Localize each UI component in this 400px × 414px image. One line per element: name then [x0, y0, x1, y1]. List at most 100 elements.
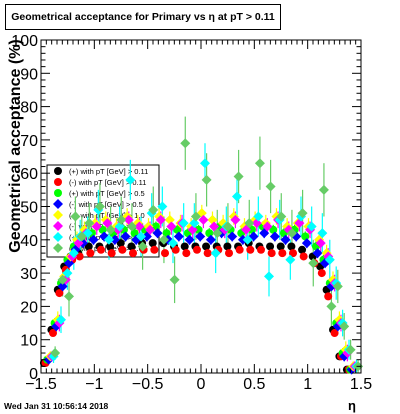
- data-point: [182, 249, 191, 258]
- data-point: [120, 231, 131, 242]
- data-markers: [39, 138, 364, 375]
- data-point: [205, 234, 216, 245]
- data-point: [330, 329, 339, 338]
- x-tick-label: 0.5: [243, 376, 265, 393]
- chart-title: Geometrical acceptance for Primary vs η …: [5, 4, 281, 30]
- data-point: [301, 232, 310, 241]
- x-tick-label: −1: [85, 376, 103, 393]
- data-point: [136, 231, 146, 242]
- data-point: [56, 314, 66, 325]
- legend-label: (-) with pT [GeV] > 2.0: [69, 244, 143, 253]
- y-tick-label: 30: [20, 266, 38, 283]
- data-point: [280, 234, 291, 245]
- data-point: [107, 249, 116, 258]
- data-point: [158, 234, 169, 245]
- data-point: [326, 301, 337, 312]
- data-point: [168, 238, 178, 249]
- y-tick-label: 20: [20, 299, 38, 316]
- data-point: [332, 281, 343, 292]
- data-point: [187, 224, 198, 235]
- data-point: [227, 231, 238, 242]
- data-point: [151, 222, 160, 231]
- data-point: [201, 174, 212, 185]
- data-point: [202, 242, 211, 251]
- data-point: [55, 289, 64, 298]
- data-point: [212, 228, 223, 239]
- data-point: [152, 228, 163, 239]
- data-point: [195, 231, 206, 242]
- data-point: [308, 258, 319, 269]
- data-point: [155, 214, 166, 225]
- data-point: [318, 184, 329, 195]
- data-point: [105, 224, 116, 235]
- data-point: [127, 242, 136, 251]
- y-tick-label: 10: [20, 333, 38, 350]
- data-point: [150, 245, 159, 254]
- data-point: [118, 245, 127, 254]
- data-point: [116, 214, 127, 225]
- data-point: [205, 229, 214, 238]
- data-point: [301, 238, 312, 249]
- data-point: [114, 221, 125, 232]
- data-point: [86, 249, 95, 258]
- data-point: [57, 274, 68, 285]
- data-point: [97, 245, 105, 254]
- data-point: [145, 224, 156, 235]
- data-point: [70, 211, 81, 222]
- data-point: [294, 218, 305, 229]
- data-point: [148, 204, 159, 215]
- data-point: [210, 248, 221, 259]
- data-point: [62, 268, 73, 279]
- data-point: [286, 228, 297, 239]
- data-point: [253, 211, 264, 222]
- data-point: [166, 221, 177, 232]
- y-tick-label: 50: [20, 200, 38, 217]
- data-point: [171, 245, 180, 254]
- x-tick-label: 0: [197, 376, 206, 393]
- data-point: [225, 249, 233, 258]
- data-point: [148, 239, 157, 248]
- y-tick-label: 0: [29, 366, 38, 383]
- data-point: [324, 254, 335, 265]
- x-tick-label: 1: [303, 376, 312, 393]
- data-point: [299, 252, 308, 261]
- data-point: [235, 245, 244, 254]
- data-point: [324, 292, 333, 301]
- data-point: [76, 231, 87, 242]
- data-point: [264, 271, 274, 282]
- legend-marker: [54, 167, 62, 175]
- data-point: [232, 191, 242, 202]
- data-point: [233, 171, 244, 182]
- data-point: [257, 245, 265, 254]
- legend-label: (-) with pT [GeV] > 0.5: [69, 200, 143, 209]
- data-point: [162, 229, 171, 238]
- data-point: [312, 248, 323, 259]
- y-tick-label: 40: [20, 233, 38, 250]
- data-point: [129, 249, 137, 258]
- data-point: [68, 248, 79, 259]
- data-point: [251, 218, 262, 229]
- data-point: [49, 329, 57, 338]
- data-point: [126, 221, 137, 232]
- data-point: [50, 348, 61, 359]
- data-point: [198, 214, 209, 225]
- x-tick-label: 1.5: [350, 376, 372, 393]
- data-point: [207, 214, 218, 225]
- x-axis-label: η: [348, 398, 356, 413]
- y-tick-label: 70: [20, 133, 38, 150]
- data-point: [285, 254, 296, 265]
- data-point: [84, 218, 95, 229]
- data-point: [116, 239, 125, 248]
- x-tick-label: −0.5: [132, 376, 164, 393]
- data-point: [203, 249, 212, 258]
- legend-marker: [53, 199, 63, 209]
- legend-marker: [54, 189, 62, 197]
- data-point: [276, 242, 285, 251]
- data-point: [94, 201, 105, 212]
- data-point: [298, 245, 307, 254]
- data-point: [262, 221, 273, 232]
- data-point: [266, 242, 275, 251]
- data-point: [125, 174, 136, 185]
- data-point: [75, 252, 84, 261]
